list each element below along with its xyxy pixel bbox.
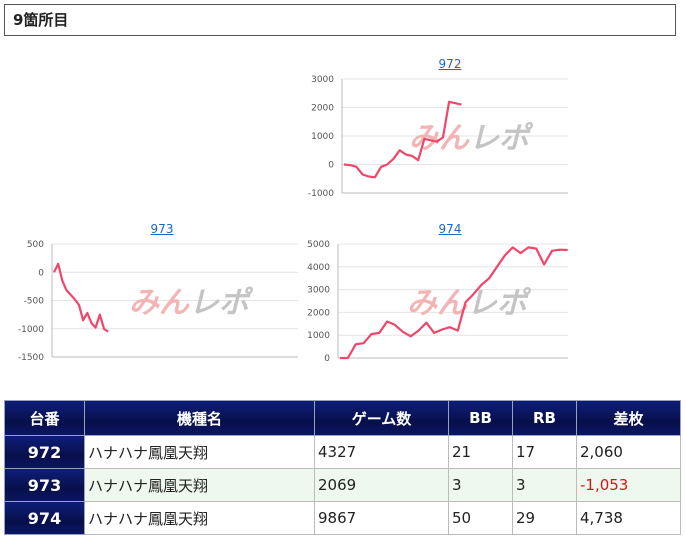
chart-973: 973 500 0 -500 -1000 -1500 みんレポ (0, 218, 300, 368)
watermark-logo: みんレポ (129, 286, 254, 321)
y-tick-label: 1000 (311, 132, 334, 142)
header-rb: RB (512, 400, 577, 436)
cell-rb: 17 (512, 435, 577, 469)
chart-title-link[interactable]: 973 (150, 222, 174, 236)
section-title: 9箇所目 (4, 4, 676, 36)
header-game-count: ゲーム数 (314, 400, 449, 436)
machine-data-table: 台番 機種名 ゲーム数 BB RB 差枚 972 ハナハナ鳳凰天翔 4327 2… (4, 400, 681, 535)
table-row: 974 ハナハナ鳳凰天翔 9867 50 29 4,738 (4, 501, 681, 535)
chart-title-link[interactable]: 972 (438, 57, 462, 71)
header-machine-number: 台番 (4, 400, 85, 436)
cell-diff: -1,053 (576, 468, 681, 502)
cell-machine-number: 972 (4, 435, 85, 469)
y-tick-label: -1500 (18, 353, 44, 363)
chart-974: 974 5000 4000 3000 2000 1000 0 みんレポ (300, 218, 580, 368)
table-row: 973 ハナハナ鳳凰天翔 2069 3 3 -1,053 (4, 468, 681, 502)
y-tick-label: 4000 (307, 263, 330, 273)
y-tick-label: 5000 (307, 240, 330, 250)
y-tick-label: 3000 (311, 75, 334, 85)
cell-game-count: 9867 (314, 501, 449, 535)
y-tick-label: 2000 (311, 104, 334, 114)
y-tick-label: 500 (27, 240, 44, 250)
y-tick-label: 1000 (307, 331, 330, 341)
cell-game-count: 4327 (314, 435, 449, 469)
cell-machine-name: ハナハナ鳳凰天翔 (84, 468, 315, 502)
header-machine-name: 機種名 (84, 400, 315, 436)
y-tick-label: 2000 (307, 308, 330, 318)
watermark-logo: みんレポ (407, 286, 532, 321)
cell-diff: 4,738 (576, 501, 681, 535)
series-line (340, 246, 568, 360)
y-tick-label: 3000 (307, 286, 330, 296)
chart-plot: 5000 4000 3000 2000 1000 0 みんレポ (307, 240, 568, 364)
chart-plot: 500 0 -500 -1000 -1500 みんレポ (18, 240, 298, 363)
chart-972: 972 3000 2000 1000 0 -1000 みんレポ (300, 55, 580, 205)
table-header-row: 台番 機種名 ゲーム数 BB RB 差枚 (4, 400, 681, 436)
chart-title-link[interactable]: 974 (438, 222, 462, 236)
cell-bb: 50 (448, 501, 513, 535)
y-tick-label: 0 (328, 161, 334, 171)
y-tick-label: 0 (38, 268, 44, 278)
cell-diff: 2,060 (576, 435, 681, 469)
y-tick-label: -500 (24, 297, 45, 307)
y-tick-label: -1000 (18, 325, 44, 335)
cell-game-count: 2069 (314, 468, 449, 502)
cell-rb: 29 (512, 501, 577, 535)
cell-rb: 3 (512, 468, 577, 502)
header-bb: BB (448, 400, 513, 436)
y-tick-label: 0 (324, 354, 330, 364)
cell-machine-name: ハナハナ鳳凰天翔 (84, 501, 315, 535)
cell-bb: 3 (448, 468, 513, 502)
table-row: 972 ハナハナ鳳凰天翔 4327 21 17 2,060 (4, 435, 681, 469)
cell-machine-number: 974 (4, 501, 85, 535)
header-diff: 差枚 (576, 400, 681, 436)
cell-bb: 21 (448, 435, 513, 469)
cell-machine-number: 973 (4, 468, 85, 502)
cell-machine-name: ハナハナ鳳凰天翔 (84, 435, 315, 469)
y-tick-label: -1000 (308, 189, 334, 199)
series-line (343, 100, 462, 179)
series-line (53, 262, 109, 333)
